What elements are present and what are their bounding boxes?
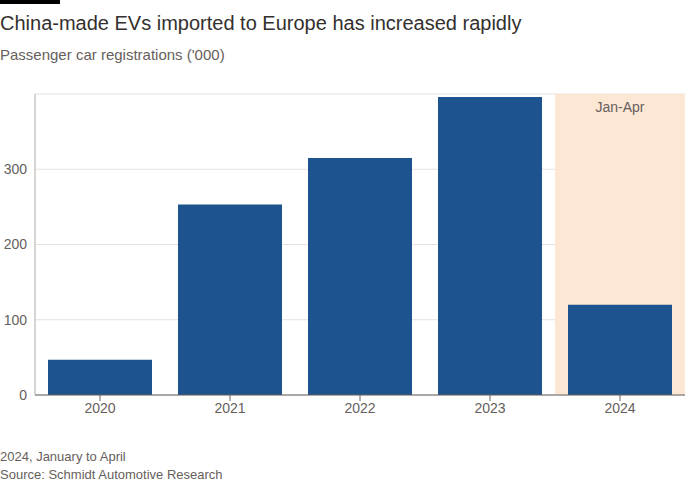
svg-text:2022: 2022 [344, 400, 375, 416]
svg-text:2020: 2020 [84, 400, 115, 416]
svg-text:100: 100 [8, 312, 27, 328]
html-text:China-made EVs imported to Eur: China-made EVs imported to Europe has in… [0, 12, 522, 34]
html-text:2024, January to April: 2024, January to April [0, 449, 126, 464]
html-text:Passenger car registrations (': Passenger car registrations ('000) [0, 46, 225, 63]
html-text:Source: Schmidt Automotive Res: Source: Schmidt Automotive Research [0, 467, 223, 482]
svg-text:Jan-Apr: Jan-Apr [595, 99, 644, 115]
svg-text:300: 300 [8, 161, 27, 177]
svg-text:200: 200 [8, 236, 27, 252]
svg-text:2023: 2023 [474, 400, 505, 416]
svg-text:2021: 2021 [214, 400, 245, 416]
svg-text:2024: 2024 [604, 400, 635, 416]
svg-text:0: 0 [19, 387, 27, 403]
